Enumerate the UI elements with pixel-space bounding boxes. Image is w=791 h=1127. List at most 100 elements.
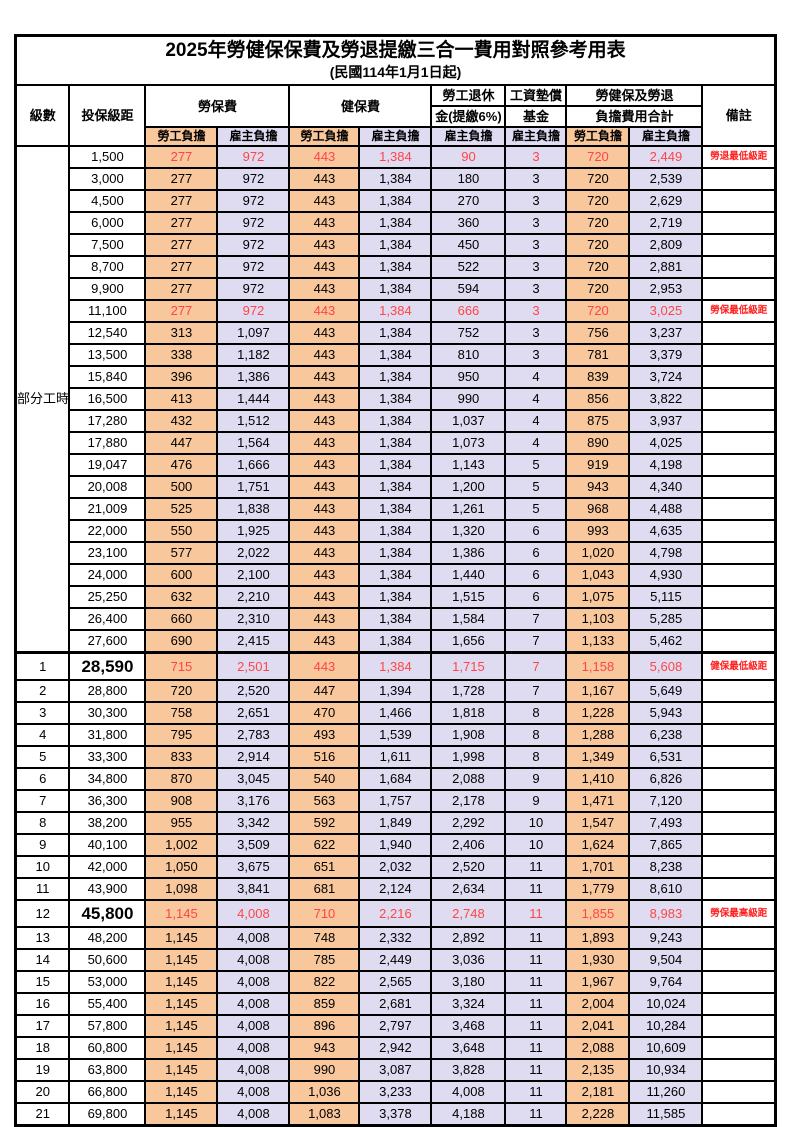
subheader-labor-employee: 勞工負擔 <box>144 126 219 147</box>
cell-wage-fund-employer: 8 <box>504 701 568 725</box>
cell-labor-employee: 600 <box>144 563 219 587</box>
cell-pension-employer: 180 <box>430 167 507 191</box>
cell-health-employee: 493 <box>288 723 361 747</box>
cell-pension-employer: 1,261 <box>430 497 507 521</box>
cell-note <box>701 745 777 769</box>
cell-wage-fund-employer: 3 <box>504 145 568 169</box>
cell-wage-fund-employer: 11 <box>504 948 568 972</box>
cell-pension-employer: 1,386 <box>430 541 507 565</box>
cell-labor-employer: 972 <box>216 167 291 191</box>
cell-total-employer: 2,449 <box>628 145 704 169</box>
cell-health-employee: 443 <box>288 497 361 521</box>
col-header-total-line1: 勞健保及勞退 <box>565 84 704 107</box>
cell-health-employee: 443 <box>288 387 361 411</box>
cell-note <box>701 189 777 213</box>
cell-bracket: 15,840 <box>68 365 147 389</box>
cell-note <box>701 948 777 972</box>
col-header-wage-fund-line1: 工資墊償 <box>504 84 568 107</box>
cell-labor-employer: 2,022 <box>216 541 291 565</box>
cell-total-employer: 4,930 <box>628 563 704 587</box>
cell-bracket: 19,047 <box>68 453 147 477</box>
cell-total-employee: 856 <box>565 387 631 411</box>
cell-note <box>701 387 777 411</box>
cell-total-employer: 8,238 <box>628 855 704 879</box>
cell-labor-employer: 4,008 <box>216 1014 291 1038</box>
cell-health-employer: 1,384 <box>358 189 433 213</box>
cell-health-employer: 1,384 <box>358 365 433 389</box>
cell-note <box>701 321 777 345</box>
cell-total-employer: 3,822 <box>628 387 704 411</box>
cell-bracket: 30,300 <box>68 701 147 725</box>
cell-level: 12 <box>14 899 71 928</box>
cell-labor-employer: 3,509 <box>216 833 291 857</box>
cell-wage-fund-employer: 4 <box>504 365 568 389</box>
subheader-health-employer: 雇主負擔 <box>358 126 433 147</box>
cell-labor-employee: 1,098 <box>144 877 219 901</box>
cell-health-employee: 443 <box>288 365 361 389</box>
cell-note <box>701 1102 777 1127</box>
cell-labor-employee: 758 <box>144 701 219 725</box>
cell-wage-fund-employer: 9 <box>504 767 568 791</box>
cell-pension-employer: 1,440 <box>430 563 507 587</box>
cell-bracket: 27,600 <box>68 629 147 654</box>
table-row: 4,500 277 972 443 1,384 270 3 720 2,629 <box>15 189 777 213</box>
cell-bracket: 63,800 <box>68 1058 147 1082</box>
table-row: 12,540 313 1,097 443 1,384 752 3 756 3,237 <box>15 321 777 345</box>
cell-note <box>701 255 777 279</box>
cell-bracket: 17,880 <box>68 431 147 455</box>
cell-health-employee: 443 <box>288 475 361 499</box>
cell-note <box>701 1058 777 1082</box>
cell-bracket: 9,900 <box>68 277 147 301</box>
cell-bracket: 45,800 <box>68 899 147 928</box>
cell-level: 16 <box>14 992 71 1016</box>
cell-wage-fund-employer: 6 <box>504 541 568 565</box>
table-row: 4 31,800 795 2,783 493 1,539 1,908 8 1,288 6,238 <box>14 723 777 747</box>
cell-bracket: 8,700 <box>68 255 147 279</box>
table-row: 25,250 632 2,210 443 1,384 1,515 6 1,075 5,115 <box>15 585 777 609</box>
cell-bracket: 11,100 <box>68 299 147 323</box>
header-row-3: 勞工負擔 雇主負擔 勞工負擔 雇主負擔 雇主負擔 雇主負擔 勞工負擔 雇主負擔 <box>15 126 775 147</box>
cell-note <box>701 629 777 654</box>
cell-health-employer: 1,384 <box>358 299 433 323</box>
cell-pension-employer: 1,908 <box>430 723 507 747</box>
cell-labor-employer: 3,045 <box>216 767 291 791</box>
cell-total-employee: 1,930 <box>565 948 631 972</box>
cell-total-employee: 720 <box>565 189 631 213</box>
cell-health-employee: 710 <box>288 899 361 928</box>
cell-labor-employer: 4,008 <box>216 948 291 972</box>
cell-health-employer: 1,384 <box>358 343 433 367</box>
cell-total-employer: 9,764 <box>628 970 704 994</box>
cell-health-employer: 2,681 <box>358 992 433 1016</box>
premium-reference-table: 2025年勞健保保費及勞退提繳三合一費用對照參考用表 (民國114年1月1日起)… <box>13 34 778 1127</box>
cell-bracket: 22,000 <box>68 519 147 543</box>
col-header-pension-line2: 金(提繳6%) <box>430 105 507 128</box>
cell-pension-employer: 1,998 <box>430 745 507 769</box>
cell-level: 9 <box>14 833 71 857</box>
cell-labor-employee: 660 <box>144 607 219 631</box>
cell-labor-employer: 4,008 <box>216 1036 291 1060</box>
table-row: 26,400 660 2,310 443 1,384 1,584 7 1,103 5,285 <box>15 607 777 631</box>
cell-bracket: 13,500 <box>68 343 147 367</box>
cell-pension-employer: 2,748 <box>430 899 507 928</box>
cell-labor-employer: 2,210 <box>216 585 291 609</box>
cell-wage-fund-employer: 5 <box>504 453 568 477</box>
table-row: 11,100 277 972 443 1,384 666 3 720 3,025 勞保最低級距 <box>15 299 777 323</box>
cell-labor-employer: 4,008 <box>216 970 291 994</box>
cell-health-employer: 3,378 <box>358 1102 433 1127</box>
cell-health-employer: 3,233 <box>358 1080 433 1104</box>
cell-health-employer: 1,539 <box>358 723 433 747</box>
cell-total-employee: 1,103 <box>565 607 631 631</box>
cell-labor-employee: 1,145 <box>144 970 219 994</box>
cell-note <box>701 811 777 835</box>
cell-level: 4 <box>14 723 71 747</box>
cell-health-employee: 943 <box>288 1036 361 1060</box>
cell-labor-employee: 277 <box>144 233 219 257</box>
table-row: 19,047 476 1,666 443 1,384 1,143 5 919 4,198 <box>15 453 777 477</box>
cell-level: 21 <box>14 1102 71 1127</box>
cell-health-employer: 1,384 <box>358 541 433 565</box>
cell-labor-employee: 908 <box>144 789 219 813</box>
cell-labor-employer: 1,666 <box>216 453 291 477</box>
cell-wage-fund-employer: 10 <box>504 811 568 835</box>
cell-health-employee: 470 <box>288 701 361 725</box>
